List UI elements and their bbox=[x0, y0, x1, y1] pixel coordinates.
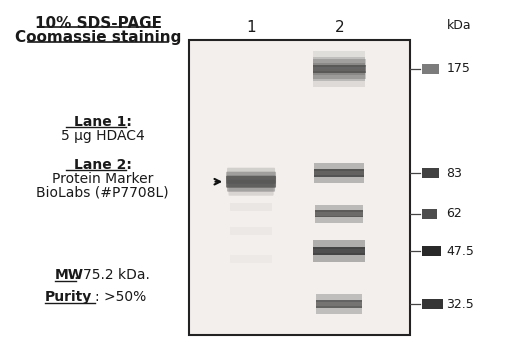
Bar bbox=[230, 226, 272, 235]
Bar bbox=[314, 175, 364, 183]
Text: Lane 1:: Lane 1: bbox=[74, 115, 132, 129]
Text: BioLabs (#P7708L): BioLabs (#P7708L) bbox=[37, 185, 169, 199]
Text: 10% SDS-PAGE: 10% SDS-PAGE bbox=[35, 16, 162, 31]
Bar bbox=[313, 69, 365, 81]
Bar bbox=[317, 306, 362, 314]
Bar bbox=[421, 168, 439, 178]
Bar bbox=[313, 253, 365, 262]
Text: MW: MW bbox=[55, 268, 84, 282]
Text: Coomassie staining: Coomassie staining bbox=[15, 30, 181, 45]
Bar bbox=[421, 299, 443, 309]
Bar bbox=[230, 203, 272, 211]
Bar bbox=[315, 210, 363, 217]
Bar bbox=[421, 246, 441, 256]
Bar bbox=[317, 300, 362, 308]
Bar bbox=[313, 57, 365, 69]
Text: 62: 62 bbox=[446, 207, 462, 220]
Bar bbox=[313, 51, 365, 63]
Bar bbox=[313, 71, 366, 79]
FancyBboxPatch shape bbox=[226, 176, 276, 188]
FancyBboxPatch shape bbox=[227, 180, 275, 192]
Bar bbox=[313, 240, 365, 249]
Bar bbox=[313, 75, 365, 87]
Text: 47.5: 47.5 bbox=[446, 244, 475, 257]
Bar bbox=[313, 65, 366, 73]
Bar bbox=[315, 205, 363, 212]
FancyBboxPatch shape bbox=[226, 172, 276, 184]
Bar bbox=[317, 294, 362, 302]
Text: Lane 2:: Lane 2: bbox=[74, 158, 132, 172]
Text: Protein Marker: Protein Marker bbox=[52, 172, 154, 186]
Text: 83: 83 bbox=[446, 167, 462, 180]
Bar bbox=[230, 255, 272, 263]
Text: : 75.2 kDa.: : 75.2 kDa. bbox=[74, 268, 150, 282]
Text: kDa: kDa bbox=[446, 19, 471, 32]
Text: 1: 1 bbox=[246, 20, 256, 35]
Bar bbox=[314, 163, 364, 171]
Text: 32.5: 32.5 bbox=[446, 298, 475, 311]
Bar bbox=[314, 169, 364, 177]
FancyBboxPatch shape bbox=[227, 168, 275, 180]
Text: Purity: Purity bbox=[45, 290, 93, 304]
Bar bbox=[421, 64, 439, 74]
Text: 2: 2 bbox=[335, 20, 344, 35]
Bar bbox=[421, 209, 437, 219]
Bar bbox=[315, 216, 363, 223]
Bar bbox=[313, 247, 365, 256]
Bar bbox=[313, 63, 365, 75]
Text: : >50%: : >50% bbox=[95, 290, 146, 304]
Bar bbox=[313, 59, 366, 67]
Text: 5 μg HDAC4: 5 μg HDAC4 bbox=[61, 129, 145, 143]
FancyBboxPatch shape bbox=[228, 184, 273, 196]
Text: 175: 175 bbox=[446, 62, 470, 75]
Bar bbox=[189, 40, 410, 335]
